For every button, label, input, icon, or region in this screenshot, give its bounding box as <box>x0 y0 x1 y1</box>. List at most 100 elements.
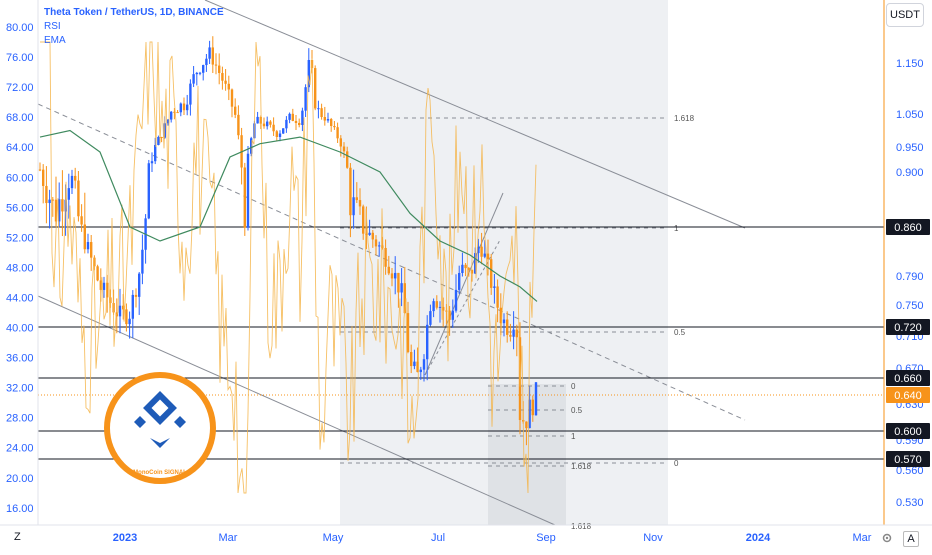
candle-body <box>170 111 173 120</box>
left-axis-tick: 40.00 <box>6 323 34 335</box>
zoom-reset-button[interactable]: Z <box>14 531 21 543</box>
candle-body <box>387 266 390 274</box>
candle-body <box>301 110 304 125</box>
candle-body <box>314 68 317 109</box>
candle-body <box>134 294 138 297</box>
candle-body <box>128 318 131 325</box>
candle-body <box>512 329 515 337</box>
candle-body <box>493 286 496 288</box>
candle-body <box>384 247 387 267</box>
time-axis-label: May <box>323 532 344 544</box>
candle-body <box>166 119 170 124</box>
candle-body <box>454 289 458 311</box>
candle-body <box>118 305 122 317</box>
candle-body <box>157 136 160 146</box>
candle-body <box>480 246 483 257</box>
candle-body <box>230 89 234 107</box>
candle-body <box>317 108 320 110</box>
logo-mark-right <box>174 416 186 428</box>
candle-body <box>304 87 307 111</box>
candle-body <box>429 311 432 325</box>
ema-line <box>39 129 538 302</box>
candle-body <box>67 188 70 200</box>
left-axis-tick: 80.00 <box>6 22 34 34</box>
candle-body <box>147 163 150 219</box>
candle-body <box>378 245 381 247</box>
price-label-box <box>886 219 930 235</box>
candle-body <box>413 361 416 367</box>
price-label-box <box>886 370 930 386</box>
auto-scale-button[interactable]: A <box>903 531 919 547</box>
right-axis-tick: 0.950 <box>896 142 924 154</box>
candle-body <box>51 199 54 201</box>
price-label-text: 0.720 <box>894 322 922 334</box>
candle-body <box>368 232 371 235</box>
candle-body <box>467 268 470 270</box>
candle-body <box>534 382 538 416</box>
candle-body <box>42 169 45 186</box>
left-axis-tick: 36.00 <box>6 353 34 365</box>
gear-icon[interactable] <box>881 532 893 544</box>
right-axis-tick: 0.560 <box>896 465 924 477</box>
candle-body <box>298 122 301 125</box>
indicator-ema-label[interactable]: EMA <box>44 35 66 46</box>
candle-body <box>342 146 346 152</box>
candle-body <box>246 153 250 228</box>
indicator-rsi-label[interactable]: RSI <box>44 21 61 32</box>
logo-mark-bottom <box>150 438 170 448</box>
candle-body <box>333 126 336 128</box>
candle-body <box>419 369 422 373</box>
time-axis-label: Sep <box>536 532 556 544</box>
candle-body <box>486 253 490 260</box>
price-label-box <box>886 423 930 439</box>
candle-body <box>374 239 378 247</box>
candle-body <box>490 259 493 288</box>
candle-body <box>330 119 333 127</box>
fib-zone-label: 0 <box>571 382 576 391</box>
candle-body <box>416 361 419 373</box>
fib-label: 0 <box>674 459 679 468</box>
currency-button[interactable]: USDT <box>886 3 924 27</box>
candle-body <box>371 232 374 240</box>
candle-body <box>509 334 512 337</box>
candle-body <box>138 273 141 297</box>
candle-body <box>237 114 240 136</box>
candle-body <box>250 138 253 154</box>
left-axis-tick: 44.00 <box>6 292 34 304</box>
highlight-zone-fib <box>488 384 566 525</box>
left-axis-tick: 52.00 <box>6 232 34 244</box>
candle-body <box>227 83 230 90</box>
candle-body <box>96 266 99 281</box>
candle-body <box>221 72 224 81</box>
candle-body <box>38 169 42 171</box>
candle-body <box>451 310 454 320</box>
right-axis-tick: 0.530 <box>896 497 924 509</box>
candle-body <box>90 242 93 258</box>
candle-body <box>381 245 384 248</box>
fib-label: 0.5 <box>674 328 686 337</box>
candle-body <box>352 197 355 216</box>
candle-body <box>426 324 429 360</box>
left-axis-tick: 16.00 <box>6 503 34 515</box>
candle-body <box>74 175 77 181</box>
candle-body <box>160 136 163 138</box>
candle-body <box>48 199 51 204</box>
left-axis-tick: 32.00 <box>6 383 34 395</box>
right-axis-tick: 0.790 <box>896 271 924 283</box>
time-axis-label: 2024 <box>746 532 771 544</box>
right-axis-tick: 0.750 <box>896 300 924 312</box>
fib-label: 1.618 <box>674 114 695 123</box>
candle-body <box>262 123 266 127</box>
candle-body <box>269 121 272 125</box>
candle-body <box>83 224 86 250</box>
symbol-title[interactable]: Theta Token / TetherUS, 1D, BINANCE <box>44 7 224 18</box>
chart-legend: Theta Token / TetherUS, 1D, BINANCE RSI … <box>44 6 224 48</box>
right-axis-tick: 1.150 <box>896 58 924 70</box>
right-axis-tick: 0.900 <box>896 167 924 179</box>
price-label-text: 0.600 <box>894 426 922 438</box>
candle-body <box>438 306 442 308</box>
left-axis-tick: 24.00 <box>6 443 34 455</box>
candle-body <box>70 175 74 189</box>
